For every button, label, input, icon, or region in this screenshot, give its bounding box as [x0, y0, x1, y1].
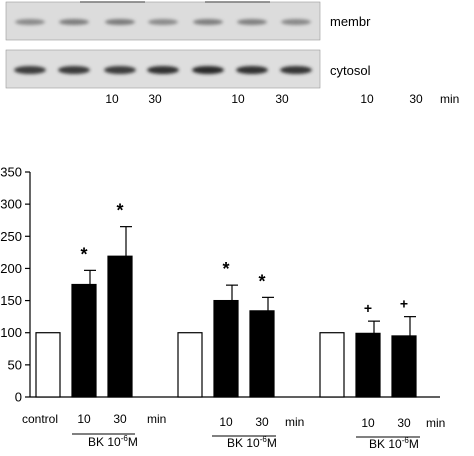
y-tick-label: 150: [0, 293, 22, 308]
y-tick-label: 100: [0, 325, 22, 340]
category-label: 10: [77, 412, 91, 426]
bar-chart: 0 50 100 150 200 250 300 350 * * * * + + control 10 30…: [0, 165, 445, 452]
bar: [391, 335, 417, 398]
category-label: 10: [219, 415, 233, 429]
significance-mark: *: [80, 244, 87, 264]
blot-band: [148, 19, 178, 25]
y-tick-label: 50: [8, 357, 22, 372]
blot-band: [59, 19, 89, 25]
blot-row-label-cytosol: cytosol: [330, 63, 371, 78]
blot-band: [58, 66, 90, 74]
blot-lane-time: 30: [148, 92, 162, 106]
category-label: 30: [255, 415, 269, 429]
membrane-bands: [15, 19, 311, 25]
blot-band: [105, 19, 135, 25]
y-tick-label: 200: [0, 261, 22, 276]
bar: [213, 299, 239, 398]
category-labels: control 10 30 min BK 10-6M 10 30 min BK 10-6M 10 3…: [22, 412, 445, 451]
significance-mark: *: [222, 259, 229, 279]
bar: [71, 283, 97, 398]
blot-band: [192, 66, 224, 74]
y-tick-label: 0: [15, 390, 22, 405]
blot-band: [14, 66, 46, 74]
category-label: 30: [113, 412, 127, 426]
category-label: 30: [397, 416, 411, 430]
category-label: control: [22, 412, 58, 426]
blot-band: [237, 19, 267, 25]
bar: [355, 332, 381, 398]
blot-band: [236, 66, 268, 74]
treatment-label: BK 10-6M: [369, 436, 419, 451]
treatment-label: BK 10-6M: [88, 434, 138, 449]
blot-band: [193, 19, 223, 25]
y-ticks: 0 50 100 150 200 250 300 350: [0, 165, 30, 405]
cytosol-bands: [14, 66, 312, 74]
blot-lane-time: 10: [360, 92, 374, 106]
significance-mark: +: [400, 296, 408, 312]
blot-lane-time: 30: [409, 92, 423, 106]
blot-lane-time: 10: [231, 92, 245, 106]
bars: * * * * + +: [35, 201, 417, 398]
y-tick-label: 300: [0, 197, 22, 212]
unit-label: min: [285, 415, 304, 429]
blot-row-label-membr: membr: [330, 14, 371, 29]
blot-lane-time: 10: [105, 92, 119, 106]
bar: [177, 332, 203, 398]
western-blot: membr cytosol 10 30 10 30 10 30 min: [5, 1, 459, 106]
blot-band: [147, 66, 179, 74]
bar: [249, 310, 275, 398]
y-tick-label: 350: [0, 165, 22, 180]
blot-band: [281, 19, 311, 25]
unit-label: min: [147, 412, 166, 426]
unit-label: min: [426, 416, 445, 430]
significance-mark: *: [258, 271, 265, 291]
y-tick-label: 250: [0, 229, 22, 244]
blot-band: [104, 66, 136, 74]
category-label: 10: [361, 416, 375, 430]
blot-lane-time: 30: [275, 92, 289, 106]
blot-band: [280, 66, 312, 74]
significance-mark: *: [116, 201, 123, 221]
bar: [107, 255, 133, 398]
blot-band: [15, 19, 45, 25]
bar: [319, 332, 345, 398]
bar: [35, 332, 61, 398]
blot-lane-unit: min: [440, 92, 459, 106]
significance-mark: +: [364, 300, 372, 316]
treatment-label: BK 10-6M: [227, 435, 277, 450]
